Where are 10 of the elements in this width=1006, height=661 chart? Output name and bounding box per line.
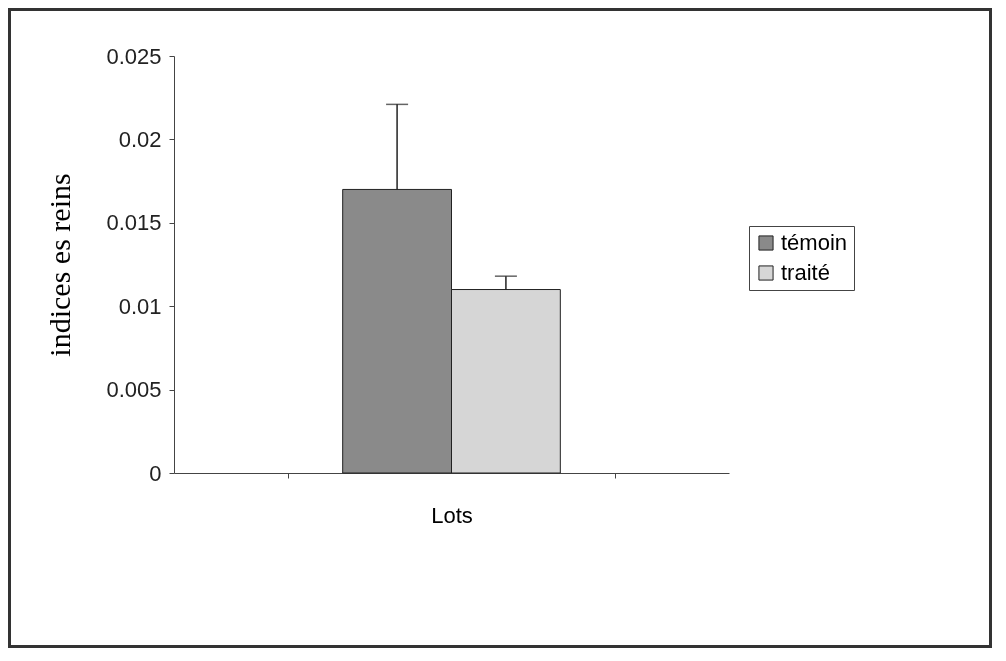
y-tick-label: 0.005 [106, 377, 162, 403]
y-tick-label: 0.025 [106, 43, 162, 69]
y-tick-label: 0.02 [118, 126, 162, 152]
y-tick-label: 0.01 [118, 293, 162, 319]
y-tick-label: 0.015 [106, 210, 162, 236]
x-axis-title: Lots [431, 502, 473, 528]
y-tick-label: 0 [149, 460, 162, 486]
legend-label: traité [781, 260, 830, 285]
legend-label: témoin [781, 230, 848, 255]
y-axis-title: indices es reins [43, 173, 77, 357]
